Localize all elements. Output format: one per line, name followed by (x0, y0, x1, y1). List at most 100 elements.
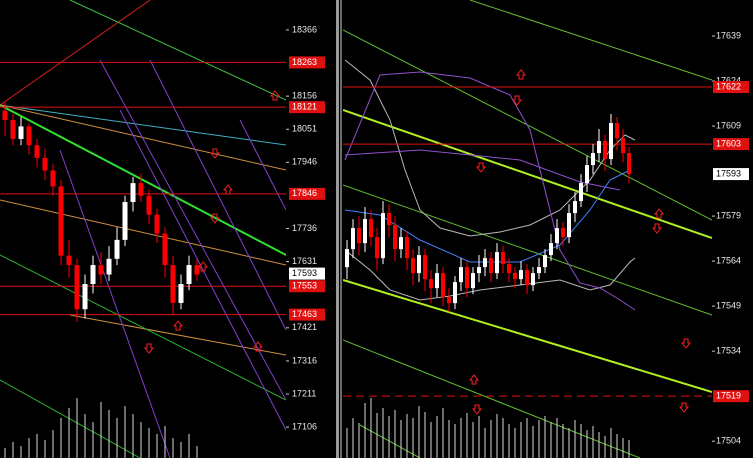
y-tick-label: 17211 (292, 388, 316, 398)
candle-body (489, 258, 493, 274)
y-tick-label: 17316 (292, 355, 317, 365)
y-tick-label: 17736 (292, 223, 317, 233)
candle-body (525, 270, 529, 286)
candle-body (186, 265, 192, 285)
candle-body (178, 284, 184, 303)
candle-body (477, 267, 481, 274)
candle-body (441, 273, 445, 298)
candle-body (435, 273, 439, 289)
candle-body (154, 214, 160, 234)
candle-body (42, 157, 48, 171)
candle-body (561, 228, 565, 238)
candle-body (471, 273, 475, 289)
candle-body (411, 258, 415, 274)
candle-body (543, 255, 547, 268)
level-label: 17519 (716, 391, 741, 401)
level-label: 17846 (292, 188, 317, 198)
level-label: 18121 (292, 102, 317, 112)
candle-body (122, 202, 128, 240)
candle-body (66, 255, 72, 266)
candle-body (162, 233, 168, 266)
level-label: 17622 (716, 81, 741, 91)
level-label-box (289, 308, 325, 321)
trend-lines-right (343, 0, 712, 458)
y-tick-label: 17504 (716, 436, 741, 446)
candle-body (417, 255, 421, 274)
y-tick-label: 17564 (716, 255, 741, 265)
candle-body (106, 258, 112, 275)
candle-body (194, 265, 200, 275)
level-label-box (289, 56, 325, 69)
candle-body (405, 237, 409, 259)
candle-body (621, 138, 625, 154)
y-tick-label: 17534 (716, 346, 741, 356)
y-tick-label: 18366 (292, 24, 317, 34)
candle-body (138, 183, 144, 196)
candle-body (573, 201, 577, 214)
candle-body (90, 265, 96, 285)
trend-lines-left (0, 0, 286, 458)
candle-body (579, 183, 583, 202)
candle-body (10, 120, 16, 140)
candle-body (369, 219, 373, 238)
candle-body (351, 228, 355, 250)
candle-body (26, 126, 32, 146)
splitter[interactable] (336, 0, 339, 458)
level-label: 17553 (292, 281, 317, 291)
candle-body (549, 243, 553, 256)
level-label-box (289, 280, 325, 293)
y-tick-label: 17624 (716, 75, 741, 85)
candle-body (34, 145, 40, 158)
candle-body (627, 153, 631, 175)
candle-body (393, 225, 397, 250)
candle-body (585, 165, 589, 184)
candle-body (50, 170, 56, 187)
y-tick-label: 17946 (292, 157, 317, 167)
y-tick-label: 17421 (292, 322, 317, 332)
y-tick-label: 17549 (716, 301, 741, 311)
level-label-box (713, 138, 749, 151)
candle-body (130, 183, 136, 203)
candle-body (615, 123, 619, 139)
candle-body (567, 213, 571, 238)
y-tick-label: 17609 (716, 120, 741, 130)
candle-body (519, 270, 523, 280)
y-tick-label: 17631 (292, 256, 317, 266)
candle-body (459, 267, 463, 283)
plot-area (343, 86, 712, 458)
candle-body (513, 273, 517, 280)
last-price-label-box (713, 168, 749, 181)
candle-body (447, 297, 451, 304)
y-tick-label: 17106 (292, 421, 317, 431)
candle-body (495, 252, 499, 274)
splitter[interactable] (340, 0, 342, 458)
level-label: 17463 (292, 309, 317, 319)
y-tick-label: 17639 (716, 30, 741, 40)
last-price-label-box (289, 267, 325, 280)
level-label: 17603 (716, 138, 741, 148)
level-label-box (289, 187, 325, 200)
candle-body (429, 279, 433, 289)
candle-body (591, 153, 595, 166)
candle-body (18, 126, 24, 140)
level-label-box (289, 101, 325, 114)
candle-body (453, 282, 457, 304)
plot-area (0, 61, 286, 458)
candle-body (531, 273, 535, 286)
candle-body (74, 265, 80, 310)
candle-body (381, 213, 385, 259)
candle-body (82, 284, 88, 310)
candle-body (537, 267, 541, 274)
candle-body (483, 258, 487, 268)
candle-body (399, 237, 403, 250)
candle-body (2, 110, 8, 121)
last-price-label: 17593 (292, 268, 317, 278)
signal-arrows (143, 69, 692, 415)
y-tick-label: 18051 (292, 124, 317, 134)
candle-body (58, 186, 64, 256)
candle-body (609, 123, 613, 160)
candle-body (357, 228, 361, 244)
candle-body (387, 213, 391, 226)
candle-body (501, 252, 505, 265)
